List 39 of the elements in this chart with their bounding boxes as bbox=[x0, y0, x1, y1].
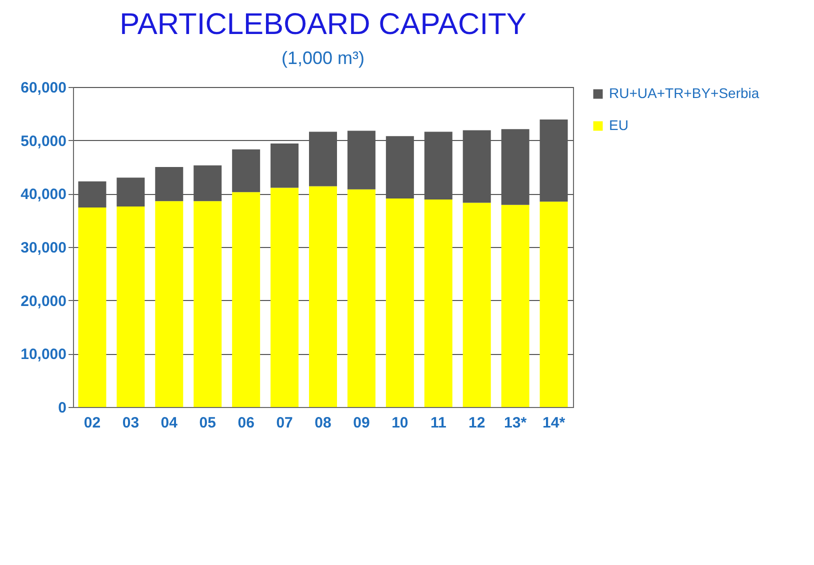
legend-label: EU bbox=[609, 117, 628, 133]
x-tick-label: 03 bbox=[122, 414, 140, 432]
bar bbox=[347, 189, 376, 407]
y-tick-label: 30,000 bbox=[20, 240, 66, 256]
bar bbox=[232, 149, 260, 192]
legend-label: RU+UA+TR+BY+Serbia bbox=[609, 85, 760, 101]
y-tick-label: 10,000 bbox=[20, 346, 66, 364]
y-axis-title: (1,000 m³) bbox=[281, 48, 365, 68]
x-tick-label: 06 bbox=[238, 414, 254, 432]
bar bbox=[386, 198, 414, 407]
bar bbox=[270, 144, 299, 188]
x-tick-label: 02 bbox=[84, 414, 101, 432]
y-tick-label: 40,000 bbox=[20, 186, 66, 204]
bar bbox=[232, 192, 260, 407]
bar bbox=[78, 208, 106, 407]
chart-title: PARTICLEBOARD CAPACITY bbox=[120, 8, 526, 41]
x-tick-label: 04 bbox=[160, 414, 178, 432]
bar bbox=[501, 204, 530, 407]
x-tick-label: 09 bbox=[353, 414, 370, 432]
bar bbox=[309, 186, 337, 407]
bar bbox=[540, 202, 568, 407]
y-tick-label: 0 bbox=[58, 400, 66, 416]
bar bbox=[270, 188, 299, 407]
x-tick-label: 07 bbox=[276, 414, 293, 432]
x-tick-label: 12 bbox=[468, 414, 486, 432]
bar bbox=[194, 201, 222, 407]
bar bbox=[116, 206, 145, 407]
y-tick-label: 20,000 bbox=[20, 292, 66, 310]
y-tick-label: 50,000 bbox=[20, 132, 66, 150]
x-tick-label: 08 bbox=[314, 414, 332, 432]
bar bbox=[462, 202, 491, 407]
x-tick-label: 10 bbox=[392, 414, 408, 432]
y-tick-label: 60,000 bbox=[20, 80, 66, 96]
bar bbox=[424, 200, 452, 407]
x-tick-label: 11 bbox=[430, 414, 446, 432]
x-tick-label: 14* bbox=[542, 414, 566, 432]
x-tick-label: 05 bbox=[199, 414, 216, 432]
bar bbox=[155, 201, 184, 407]
x-tick-label: 13* bbox=[504, 414, 527, 432]
